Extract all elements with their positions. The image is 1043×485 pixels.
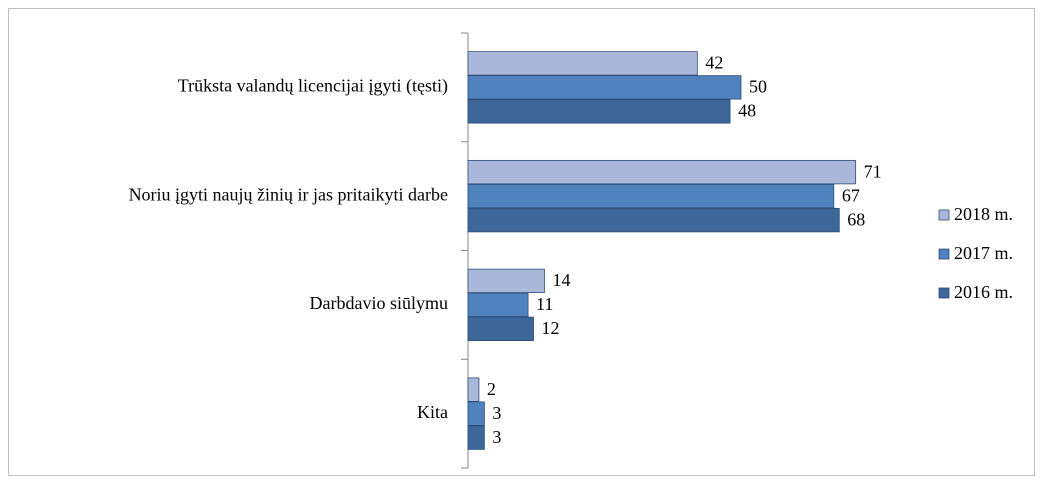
legend-label: 2016 m. [954,282,1013,302]
data-label: 12 [542,318,560,338]
data-label: 2 [487,379,496,399]
data-label: 3 [492,403,501,423]
data-label: 48 [738,101,756,121]
legend-swatch [938,248,950,260]
bar [467,268,545,294]
bar [467,75,742,100]
legend-label: 2017 m. [954,243,1013,263]
bar [467,99,731,124]
bar [467,183,835,209]
data-label: 42 [705,53,723,73]
legend-swatch [938,287,950,299]
bar [467,207,840,233]
category-label: Darbdavio siūlymu [310,293,448,313]
legend-swatch [938,209,950,221]
data-label: 68 [847,209,865,229]
data-label: 3 [492,427,501,447]
bar [467,159,857,185]
data-label: 14 [552,270,570,290]
data-label: 71 [864,161,882,181]
bar [467,401,485,426]
legend-label: 2018 m. [954,204,1013,224]
bar [467,425,485,450]
bar [467,51,698,76]
bar [467,316,534,342]
data-label: 11 [536,294,553,314]
category-label: Noriu įgyti naujų žinių ir jas pritaikyt… [129,184,448,204]
data-label: 50 [749,77,767,97]
data-label: 67 [842,185,860,205]
category-label: Kita [417,402,448,422]
category-label: Trūksta valandų licencijai įgyti (tęsti) [178,76,448,97]
bar [467,292,529,318]
bar [467,377,480,402]
